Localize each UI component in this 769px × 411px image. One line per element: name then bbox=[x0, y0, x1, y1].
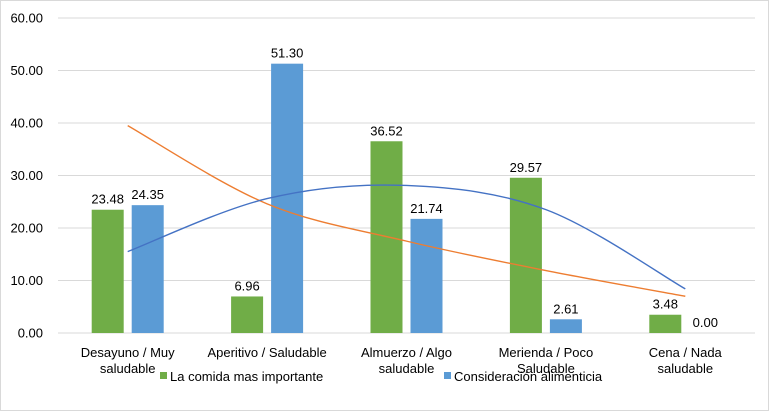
category-line: Saludable bbox=[517, 361, 575, 376]
bar-importante bbox=[91, 209, 124, 333]
category-line: Almuerzo / Algo bbox=[361, 345, 452, 360]
category-line: Cena / Nada bbox=[649, 345, 723, 360]
legend-label: Consideración alimenticia bbox=[454, 369, 603, 384]
x-category-label: Aperitivo / Saludable bbox=[207, 345, 326, 360]
legend-label: La comida mas importante bbox=[170, 369, 323, 384]
y-tick-label: 60.00 bbox=[10, 11, 43, 26]
data-labels: 23.48 6.96 36.52 29.57 3.48 24.35 51.30 21.74 2.… bbox=[91, 46, 718, 330]
trendlines bbox=[127, 125, 686, 297]
y-tick-label: 50.00 bbox=[10, 63, 43, 78]
bar-alimenticia bbox=[549, 319, 582, 333]
trendline-alimenticia bbox=[127, 184, 686, 290]
data-label: 21.74 bbox=[410, 201, 443, 216]
trendline-importante bbox=[127, 125, 686, 297]
category-line: saludable bbox=[100, 361, 156, 376]
data-label: 6.96 bbox=[234, 278, 259, 293]
y-tick-label: 10.00 bbox=[10, 273, 43, 288]
y-tick-label: 20.00 bbox=[10, 221, 43, 236]
bar-importante bbox=[231, 296, 264, 333]
category-line: Aperitivo / Saludable bbox=[207, 345, 326, 360]
category-line: saludable bbox=[657, 361, 713, 376]
y-tick-label: 30.00 bbox=[10, 168, 43, 183]
data-label: 3.48 bbox=[653, 297, 678, 312]
gridlines bbox=[58, 17, 755, 334]
data-label: 2.61 bbox=[553, 301, 578, 316]
x-category-label: Merienda / Poco Saludable bbox=[499, 345, 594, 376]
data-label: 24.35 bbox=[131, 187, 164, 202]
y-axis-ticks: 0.00 10.00 20.00 30.00 40.00 50.00 60.00 bbox=[10, 11, 43, 341]
data-label: 0.00 bbox=[693, 315, 718, 330]
data-label: 51.30 bbox=[271, 46, 304, 61]
category-line: saludable bbox=[379, 361, 435, 376]
bar-alimenticia bbox=[131, 205, 164, 333]
bar-importante bbox=[509, 177, 542, 333]
bar-alimenticia bbox=[271, 63, 304, 334]
x-category-label: Almuerzo / Algo saludable bbox=[361, 345, 452, 376]
x-category-label: Desayuno / Muy saludable bbox=[81, 345, 175, 376]
data-label: 23.48 bbox=[91, 192, 124, 207]
legend-swatch bbox=[160, 372, 167, 379]
data-label: 29.57 bbox=[510, 160, 543, 175]
category-line: Desayuno / Muy bbox=[81, 345, 175, 360]
bar-alimenticia bbox=[410, 218, 443, 333]
category-line: Merienda / Poco bbox=[499, 345, 594, 360]
legend-swatch bbox=[444, 372, 451, 379]
bar-importante bbox=[649, 314, 682, 333]
x-category-label: Cena / Nada saludable bbox=[649, 345, 723, 376]
data-label: 36.52 bbox=[370, 123, 403, 138]
y-tick-label: 0.00 bbox=[18, 326, 43, 341]
legend: La comida mas importante Consideración al… bbox=[160, 369, 603, 384]
y-tick-label: 40.00 bbox=[10, 116, 43, 131]
